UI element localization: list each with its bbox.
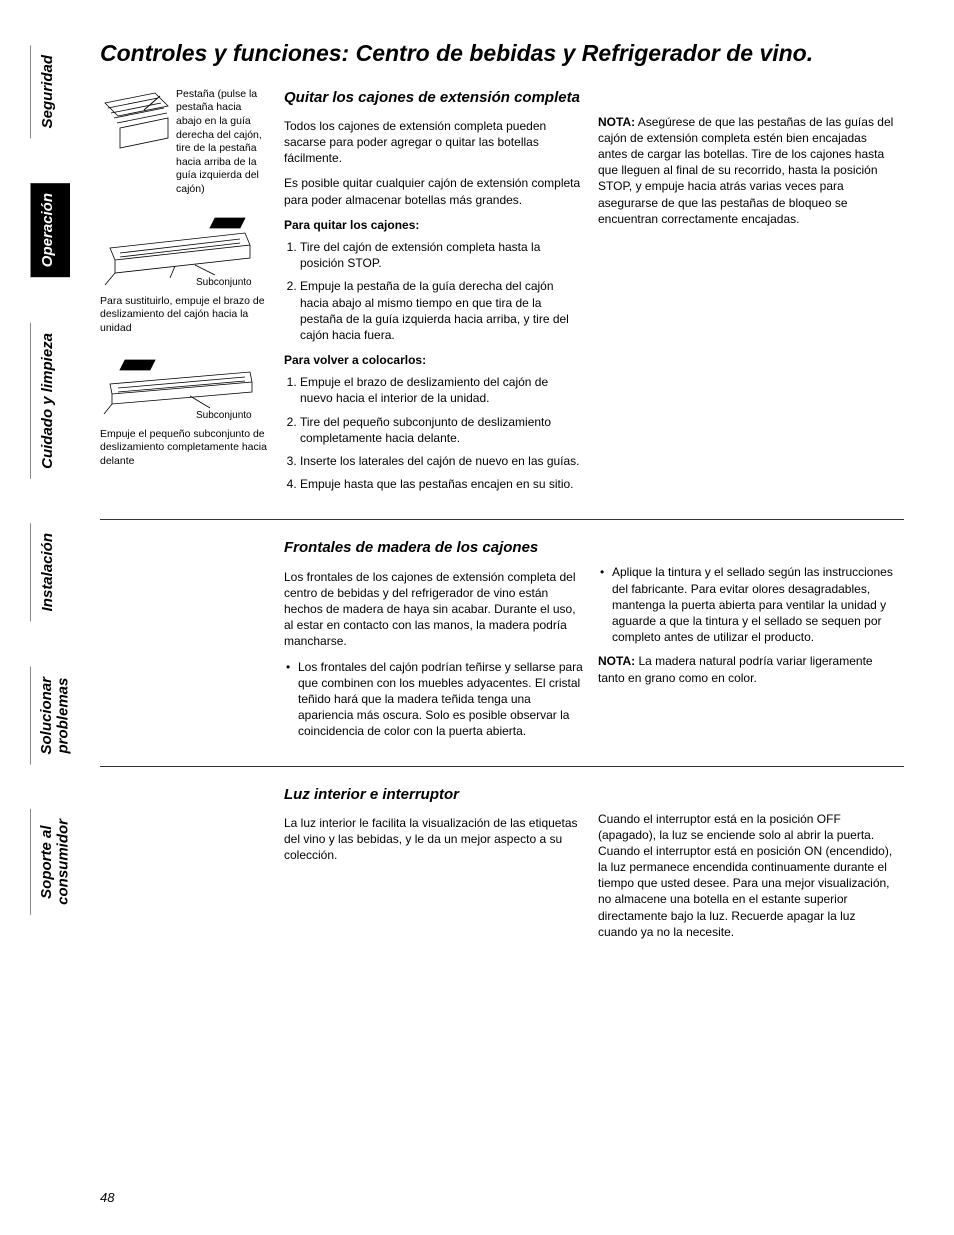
s1-intro-p2: Es posible quitar cualquier cajón de ext… xyxy=(284,175,584,207)
replace-steps-list: Empuje el brazo de deslizamiento del caj… xyxy=(300,374,584,492)
section2-right-column: Aplique la tintura y el sellado según la… xyxy=(598,538,898,694)
note-text: Asegúrese de que las pestañas de las guí… xyxy=(598,115,893,226)
drawer-subassembly-illustration: Subconjunto xyxy=(100,352,260,424)
s1-note: NOTA: Asegúrese de que las pestañas de l… xyxy=(598,114,898,227)
tab-soporte[interactable]: Soporte alconsumidor xyxy=(30,809,70,915)
replace-step: Inserte los laterales del cajón de nuevo… xyxy=(300,453,584,469)
tab-operacion[interactable]: Operación xyxy=(30,183,70,277)
section-quitar-cajones: Pestaña (pulse la pestaña hacia abajo en… xyxy=(100,88,904,521)
s3-p2: Cuando el interruptor está en la posició… xyxy=(598,811,898,941)
s2-bullet: Los frontales del cajón podrían teñirse … xyxy=(284,659,584,740)
replace-step: Empuje hasta que las pestañas encajen en… xyxy=(300,476,584,492)
replace-heading: Para volver a colocarlos: xyxy=(284,352,584,368)
section-frontales-madera: Frontales de madera de los cajones Los f… xyxy=(100,538,904,766)
remove-steps-list: Tire del cajón de extensión completa has… xyxy=(300,239,584,343)
s3-p1: La luz interior le facilita la visualiza… xyxy=(284,815,584,864)
tab-solucionar[interactable]: Solucionarproblemas xyxy=(30,667,70,765)
illustrations-column: Pestaña (pulse la pestaña hacia abajo en… xyxy=(100,88,270,485)
s2-bullet: Aplique la tintura y el sellado según la… xyxy=(598,564,898,645)
illus3-caption: Empuje el pequeño subconjunto de desliza… xyxy=(100,428,270,469)
s1-intro-p1: Todos los cajones de extensión completa … xyxy=(284,118,584,167)
s2-bullets-left: Los frontales del cajón podrían teñirse … xyxy=(284,659,584,740)
replace-step: Empuje el brazo de deslizamiento del caj… xyxy=(300,374,584,406)
s2-note: NOTA: La madera natural podría variar li… xyxy=(598,653,898,685)
note-label: NOTA: xyxy=(598,115,635,129)
drawer-slide-illustration: Subconjunto xyxy=(100,213,260,291)
replace-step: Tire del pequeño subconjunto de deslizam… xyxy=(300,414,584,446)
remove-step: Tire del cajón de extensión completa has… xyxy=(300,239,584,271)
page-title: Controles y funciones: Centro de bebidas… xyxy=(100,40,904,68)
note-text: La madera natural podría variar ligerame… xyxy=(598,654,873,684)
illus3-label: Subconjunto xyxy=(196,410,252,421)
section3-left-column: Luz interior e interruptor La luz interi… xyxy=(284,785,584,873)
s2-p1: Los frontales de los cajones de extensió… xyxy=(284,569,584,650)
remove-heading: Para quitar los cajones: xyxy=(284,217,584,233)
section1-middle-column: Quitar los cajones de extensión completa… xyxy=(284,88,584,502)
tab-cuidado[interactable]: Cuidado y limpieza xyxy=(30,323,70,479)
section1-title: Quitar los cajones de extensión completa xyxy=(284,88,584,108)
page-number: 48 xyxy=(100,1190,114,1205)
section2-left-column: Frontales de madera de los cajones Los f… xyxy=(284,538,584,747)
tab-instalacion[interactable]: Instalación xyxy=(30,523,70,621)
section3-right-column: Cuando el interruptor está en la posició… xyxy=(598,785,898,950)
illus2-caption: Para sustituirlo, empuje el brazo de des… xyxy=(100,295,270,336)
section1-right-column: NOTA: Asegúrese de que las pestañas de l… xyxy=(598,88,898,236)
tab-seguridad[interactable]: Seguridad xyxy=(30,45,70,138)
section2-title: Frontales de madera de los cajones xyxy=(284,538,584,558)
section-luz-interior: Luz interior e interruptor La luz interi… xyxy=(100,785,904,968)
illus1-caption: Pestaña (pulse la pestaña hacia abajo en… xyxy=(176,88,268,197)
s2-bullets-right: Aplique la tintura y el sellado según la… xyxy=(598,564,898,645)
drawer-tab-illustration xyxy=(100,88,172,160)
illus2-label: Subconjunto xyxy=(196,277,252,288)
section3-title: Luz interior e interruptor xyxy=(284,785,584,805)
note-label: NOTA: xyxy=(598,654,635,668)
side-tabs: Seguridad Operación Cuidado y limpieza I… xyxy=(30,45,70,1165)
remove-step: Empuje la pestaña de la guía derecha del… xyxy=(300,278,584,343)
